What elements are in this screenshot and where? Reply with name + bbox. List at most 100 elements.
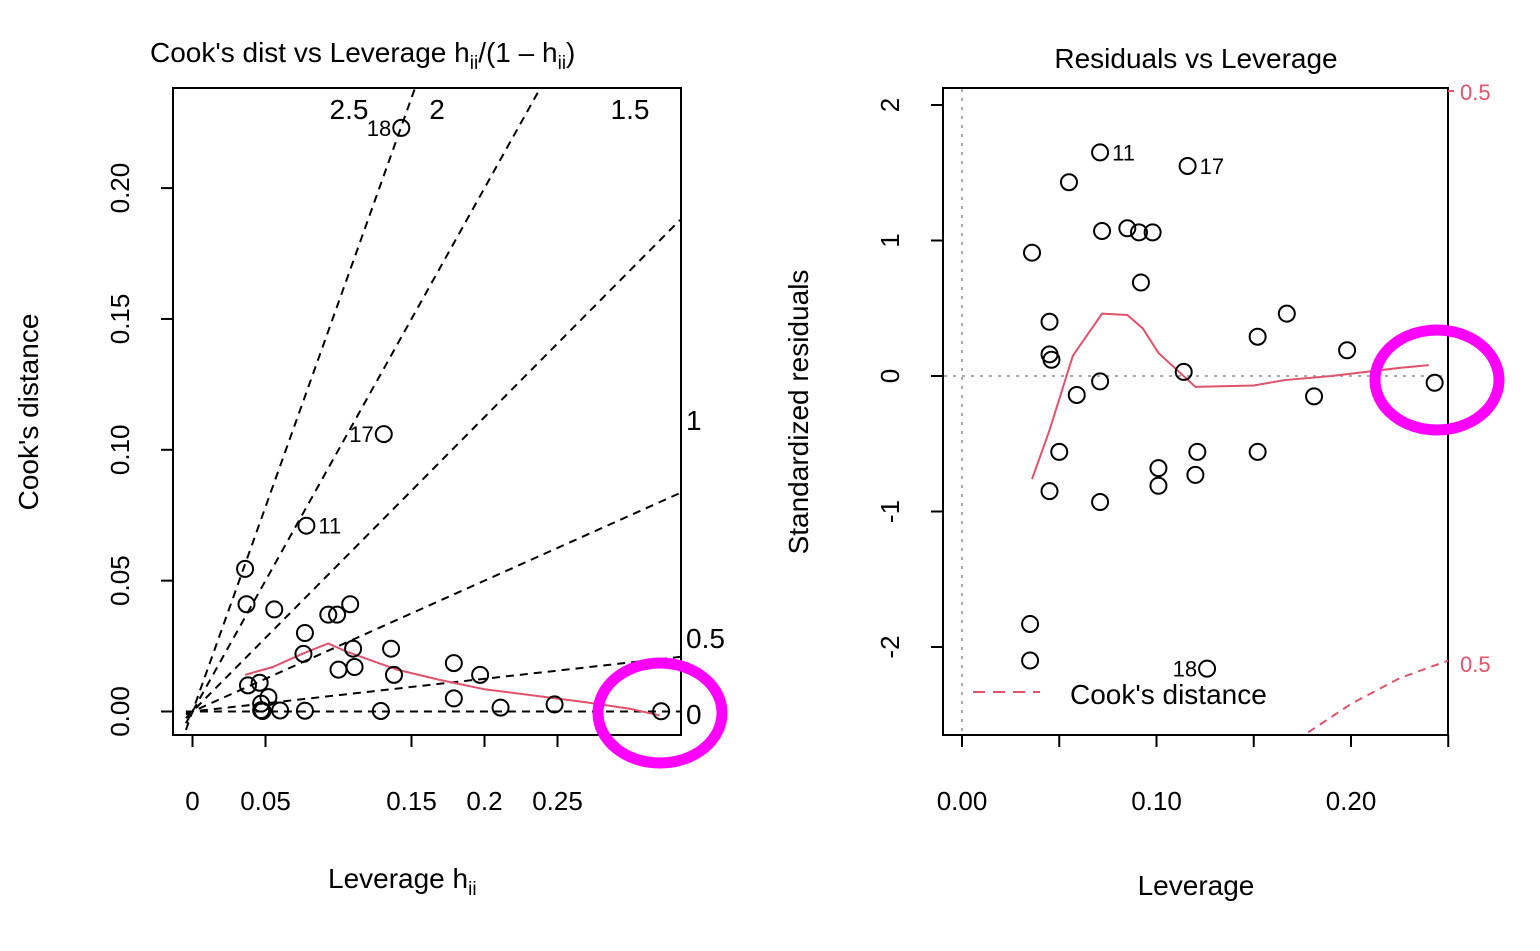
right-x-tick-label-1: 0.10	[1131, 786, 1182, 816]
left-point-12	[295, 701, 314, 720]
left-plot-title: Cook's dist vs Leverage hii/(1 – hii)	[150, 37, 575, 74]
right-point-24	[1021, 651, 1040, 670]
right-y-tick-label-1: -1	[875, 500, 905, 523]
right-plot-frame	[942, 87, 1449, 736]
left-point-20	[371, 701, 390, 720]
right-point-12	[1118, 219, 1137, 238]
left-point-18	[344, 639, 363, 658]
left-point-22	[382, 639, 401, 658]
right-point-27	[1277, 304, 1296, 323]
right-point-label-18: 18	[1173, 657, 1197, 682]
left-y-tick-label-0: 0.00	[105, 686, 135, 737]
right-cook-contour-group	[1307, 659, 1449, 734]
left-cook-contours: 2.5 2 1.5 1 0.5 0	[184, 88, 725, 731]
left-point-0	[236, 559, 255, 578]
left-y-tick-label-4: 0.20	[105, 163, 135, 214]
right-point-7	[1067, 385, 1086, 404]
left-x-tick-label-0: 0	[185, 786, 199, 816]
right-smooth-group	[1031, 312, 1429, 480]
cook-contour-line-1	[185, 88, 541, 724]
right-point-26	[1248, 442, 1267, 461]
right-points: 11 17 18	[1021, 140, 1444, 682]
left-point-2	[238, 676, 257, 695]
right-point-label-17: 17	[1200, 154, 1224, 179]
right-y-tick-label-4: 2	[875, 98, 905, 112]
cook-contour-line-3	[185, 492, 681, 716]
right-smooth-line	[1031, 312, 1429, 480]
right-point-28	[1305, 387, 1324, 406]
left-point-7	[259, 688, 278, 707]
cook-contour-line-2	[185, 219, 681, 719]
right-margin-label-top: 0.5	[1460, 80, 1491, 105]
right-y-tick-label-2: 0	[875, 369, 905, 383]
right-point-22	[1198, 659, 1217, 678]
left-y-tick-label-2: 0.10	[105, 424, 135, 475]
right-point-30	[1425, 373, 1444, 392]
cook-contour-label-2: 1.5	[611, 94, 650, 125]
left-x-tick-label-1: 0.05	[240, 786, 291, 816]
right-point-21	[1188, 442, 1207, 461]
right-x-axis-label: Leverage	[1138, 870, 1255, 901]
right-point-8	[1091, 143, 1110, 162]
right-x-tick-label-0: 0.00	[937, 786, 988, 816]
left-point-13	[297, 516, 316, 535]
right-point-16	[1149, 459, 1168, 478]
left-point-29	[545, 695, 564, 714]
right-point-29	[1338, 341, 1357, 360]
right-point-3	[1042, 350, 1061, 369]
left-point-10	[294, 644, 313, 663]
right-highlight-ellipse	[1369, 324, 1505, 436]
right-point-6	[1059, 173, 1078, 192]
right-point-14	[1131, 273, 1150, 292]
legend-label: Cook's distance	[1070, 679, 1267, 710]
left-point-19	[345, 658, 364, 677]
right-cook-contour-line	[1307, 659, 1449, 734]
right-point-10	[1091, 372, 1110, 391]
right-point-4	[1040, 482, 1059, 501]
left-x-tick-label-2: 0.15	[386, 786, 437, 816]
left-x-tick-label-3: 0.2	[466, 786, 502, 816]
right-point-13	[1129, 223, 1148, 242]
left-point-24	[392, 118, 411, 137]
left-point-15	[328, 605, 347, 624]
right-y-axis-label: Standardized residuals	[783, 270, 814, 555]
left-point-label-18: 18	[367, 116, 391, 141]
left-point-28	[491, 698, 510, 717]
left-plot-frame	[172, 87, 682, 736]
left-point-label-17: 17	[349, 422, 373, 447]
right-point-label-11: 11	[1112, 140, 1135, 165]
left-point-11	[295, 623, 314, 642]
right-point-1	[1040, 312, 1059, 331]
left-point-30	[652, 702, 671, 721]
right-margin-label-bottom: 0.5	[1460, 652, 1491, 677]
left-y-axis-label: Cook's distance	[13, 314, 44, 511]
left-y-tick-label-3: 0.15	[105, 294, 135, 345]
cook-contour-label-4: 0.5	[686, 623, 725, 654]
right-point-5	[1050, 442, 1069, 461]
left-x-axis-label: Leverage hii	[328, 863, 477, 900]
left-y-tick-label-1: 0.05	[105, 555, 135, 606]
left-x-tick-label-4: 0.25	[532, 786, 583, 816]
right-point-25	[1248, 327, 1267, 346]
right-point-9	[1093, 222, 1112, 241]
right-x-tick-label-2: 0.20	[1326, 786, 1377, 816]
right-y-axis: -2 -1 0 1 2	[875, 98, 944, 659]
cook-contour-label-5: 0	[686, 699, 702, 730]
left-point-label-11: 11	[318, 514, 341, 539]
left-point-9	[271, 701, 290, 720]
cook-contour-line-0	[184, 88, 416, 731]
left-y-axis: 0.00 0.05 0.10 0.15 0.20	[105, 163, 174, 737]
left-point-21	[374, 425, 393, 444]
residuals-vs-leverage-panel: Residuals vs Leverage 11 17 18 0.00 0.10 0.2…	[783, 43, 1505, 901]
left-point-23	[384, 665, 403, 684]
right-x-axis: 0.00 0.10 0.20	[937, 734, 1450, 816]
left-point-3	[250, 673, 269, 692]
right-plot-title: Residuals vs Leverage	[1054, 43, 1337, 74]
left-points: 11 17 18	[236, 116, 671, 721]
left-highlight-ellipse	[592, 657, 728, 769]
right-point-20	[1186, 465, 1205, 484]
left-point-26	[444, 689, 463, 708]
right-point-19	[1178, 156, 1197, 175]
right-y-tick-label-0: -2	[875, 635, 905, 658]
